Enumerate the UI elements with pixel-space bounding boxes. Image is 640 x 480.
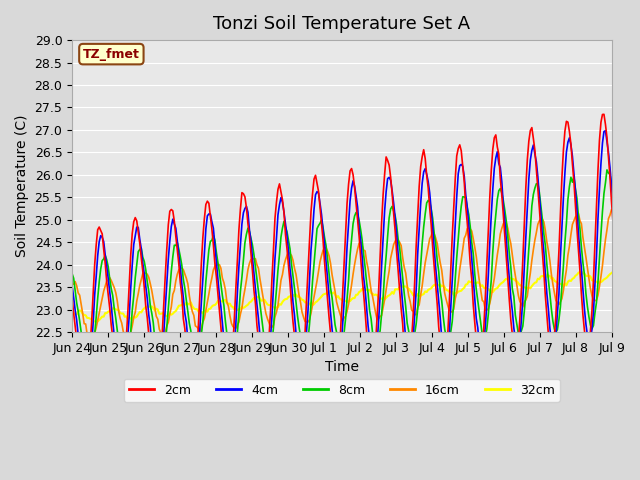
32cm	[366, 287, 374, 293]
16cm	[480, 299, 488, 304]
16cm	[85, 336, 93, 342]
Title: Tonzi Soil Temperature Set A: Tonzi Soil Temperature Set A	[213, 15, 470, 33]
2cm	[68, 295, 76, 301]
8cm	[366, 308, 374, 313]
2cm	[108, 322, 115, 328]
8cm	[68, 271, 76, 276]
32cm	[108, 309, 115, 315]
4cm	[566, 135, 573, 141]
8cm	[480, 333, 488, 339]
32cm	[68, 311, 76, 317]
Y-axis label: Soil Temperature (C): Soil Temperature (C)	[15, 115, 29, 257]
X-axis label: Time: Time	[325, 360, 359, 374]
2cm	[480, 326, 488, 332]
2cm	[366, 358, 374, 364]
Text: TZ_fmet: TZ_fmet	[83, 48, 140, 60]
16cm	[108, 277, 115, 283]
2cm	[566, 129, 573, 134]
8cm	[90, 347, 97, 353]
8cm	[85, 366, 93, 372]
16cm	[366, 277, 374, 283]
8cm	[639, 161, 640, 167]
32cm	[88, 316, 95, 322]
16cm	[90, 333, 97, 338]
32cm	[566, 277, 573, 283]
2cm	[636, 100, 640, 106]
4cm	[108, 302, 115, 308]
4cm	[480, 340, 488, 346]
Line: 32cm: 32cm	[72, 269, 640, 322]
32cm	[92, 319, 100, 325]
4cm	[68, 283, 76, 289]
16cm	[68, 281, 76, 287]
32cm	[480, 285, 488, 290]
Line: 8cm: 8cm	[72, 164, 640, 369]
Line: 16cm: 16cm	[72, 206, 640, 339]
16cm	[566, 243, 573, 249]
4cm	[366, 336, 374, 342]
4cm	[636, 120, 640, 125]
2cm	[90, 289, 97, 295]
8cm	[566, 184, 573, 190]
4cm	[90, 320, 97, 325]
32cm	[611, 266, 618, 272]
Line: 4cm: 4cm	[72, 122, 640, 387]
Legend: 2cm, 4cm, 8cm, 16cm, 32cm: 2cm, 4cm, 8cm, 16cm, 32cm	[124, 379, 560, 402]
8cm	[108, 286, 115, 291]
Line: 2cm: 2cm	[72, 103, 640, 400]
4cm	[81, 384, 88, 390]
2cm	[81, 397, 88, 403]
